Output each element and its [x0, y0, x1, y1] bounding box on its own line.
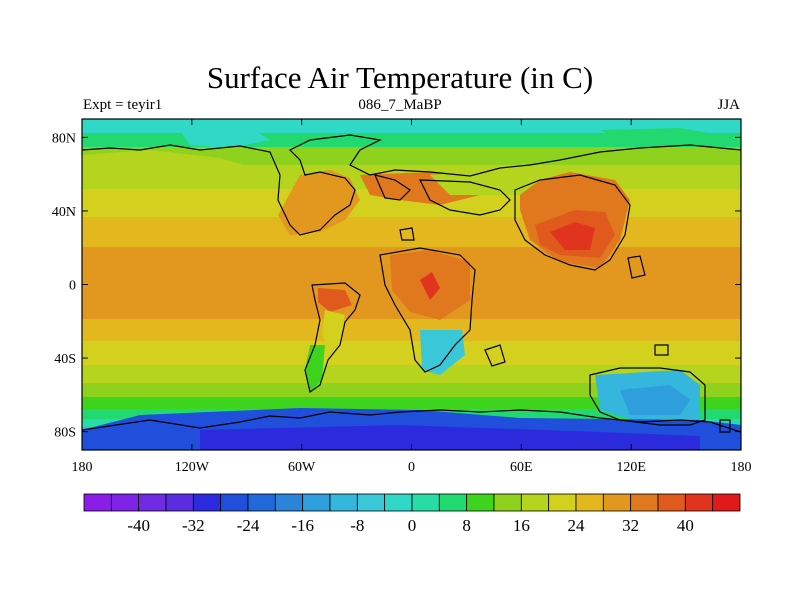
x-tick-label: 180 — [731, 460, 752, 475]
colorbar-box — [83, 493, 112, 512]
colorbar-box — [110, 493, 140, 512]
colorbar-label: -40 — [127, 516, 150, 535]
y-axis: 80N 40N 0 40S 80S — [52, 131, 741, 441]
colorbar-boxes — [83, 493, 741, 512]
map-field — [82, 119, 741, 450]
colorbar-box — [247, 493, 276, 512]
coastlines — [82, 134, 741, 433]
x-tick-label: 180 — [72, 460, 93, 475]
colorbar-label: -8 — [350, 516, 364, 535]
colorbar-label: 16 — [513, 516, 530, 535]
colorbar-box — [165, 493, 194, 512]
time-label: 086_7_MaBP — [358, 97, 442, 113]
x-tick-label: 60W — [288, 460, 316, 475]
colorbar-box — [220, 493, 249, 512]
colorbar-box — [602, 493, 632, 512]
x-axis: 180 120W 60W 0 60E 120E 180 — [72, 119, 752, 475]
colorbar-label: 32 — [622, 516, 639, 535]
colorbar-box — [192, 493, 222, 512]
season-label: JJA — [717, 97, 740, 113]
x-tick-label: 0 — [408, 460, 415, 475]
colorbar-box — [657, 493, 686, 512]
x-tick-label: 60E — [510, 460, 533, 475]
x-tick-label: 120W — [175, 460, 210, 475]
colorbar-box — [575, 493, 604, 512]
colorbar-box — [274, 493, 304, 512]
colorbar-box — [520, 493, 550, 512]
y-tick-label: 40S — [54, 352, 76, 367]
colorbar-label: -32 — [182, 516, 205, 535]
colorbar-labels: -40 -32 -24 -16 -8 0 8 16 24 32 40 — [127, 516, 694, 535]
colorbar-box — [684, 493, 714, 512]
colorbar-label: 40 — [677, 516, 694, 535]
colorbar-box — [438, 493, 468, 512]
colorbar-box — [548, 493, 577, 512]
y-tick-label: 40N — [52, 205, 76, 220]
colorbar-box — [138, 493, 167, 512]
colorbar-box — [329, 493, 358, 512]
colorbar-box — [712, 493, 741, 512]
map-title: Surface Air Temperature (in C) — [206, 60, 594, 95]
y-tick-label: 80N — [52, 131, 76, 146]
colorbar-label: 24 — [568, 516, 586, 535]
colorbar-box — [630, 493, 659, 512]
colorbar-label: 8 — [462, 516, 471, 535]
colorbar-box — [466, 493, 495, 512]
colorbar-label: -24 — [237, 516, 260, 535]
x-tick-label: 120E — [616, 460, 646, 475]
colorbar-label: -16 — [291, 516, 314, 535]
y-tick-label: 80S — [54, 426, 76, 441]
colorbar-box — [356, 493, 386, 512]
colorbar-box — [493, 493, 522, 512]
experiment-label: Expt = teyir1 — [83, 97, 163, 113]
colorbar-box — [302, 493, 331, 512]
colorbar-box — [384, 493, 413, 512]
colorbar-label: 0 — [408, 516, 417, 535]
colorbar-box — [411, 493, 440, 512]
y-tick-label: 0 — [69, 279, 76, 294]
